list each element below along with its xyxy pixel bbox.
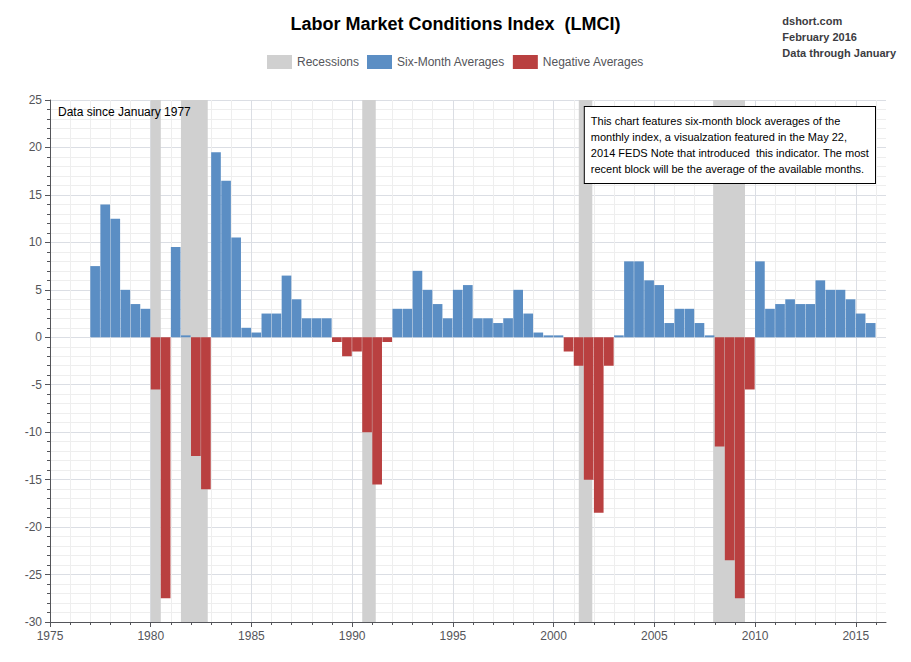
svg-text:10: 10 [29,235,43,249]
svg-text:February 2016: February 2016 [782,31,857,43]
svg-text:1990: 1990 [339,629,366,643]
svg-text:25: 25 [29,93,43,107]
svg-text:2010: 2010 [742,629,769,643]
svg-text:5: 5 [35,283,42,297]
svg-text:Data since January 1977: Data since January 1977 [58,105,191,119]
svg-text:20: 20 [29,140,43,154]
svg-text:2005: 2005 [641,629,668,643]
svg-text:1995: 1995 [440,629,467,643]
svg-text:-15: -15 [25,473,43,487]
svg-text:15: 15 [29,188,43,202]
svg-text:-25: -25 [25,568,43,582]
svg-text:-30: -30 [25,615,43,629]
svg-text:1985: 1985 [238,629,265,643]
svg-text:-10: -10 [25,425,43,439]
svg-text:2014 FEDS Note that introduced: 2014 FEDS Note that introduced this indi… [591,147,869,159]
svg-text:2000: 2000 [540,629,567,643]
svg-text:Labor Market Conditions Index: Labor Market Conditions Index (LMCI) [290,14,620,34]
svg-text:dshort.com: dshort.com [782,15,842,27]
svg-text:Recessions: Recessions [297,55,359,69]
svg-text:Six-Month Averages: Six-Month Averages [397,55,504,69]
svg-text:1975: 1975 [37,629,64,643]
svg-text:monthly index, a visualzation: monthly index, a visualzation featured i… [591,131,847,143]
svg-text:recent block will be the avera: recent block will be the average of the … [591,163,864,175]
svg-text:Data through January: Data through January [782,47,897,59]
svg-text:0: 0 [35,330,42,344]
svg-text:1980: 1980 [137,629,164,643]
svg-text:Negative Averages: Negative Averages [543,55,644,69]
svg-text:-5: -5 [31,378,42,392]
svg-text:This chart features six-month: This chart features six-month block aver… [591,115,840,127]
svg-text:2015: 2015 [842,629,869,643]
svg-text:-20: -20 [25,520,43,534]
